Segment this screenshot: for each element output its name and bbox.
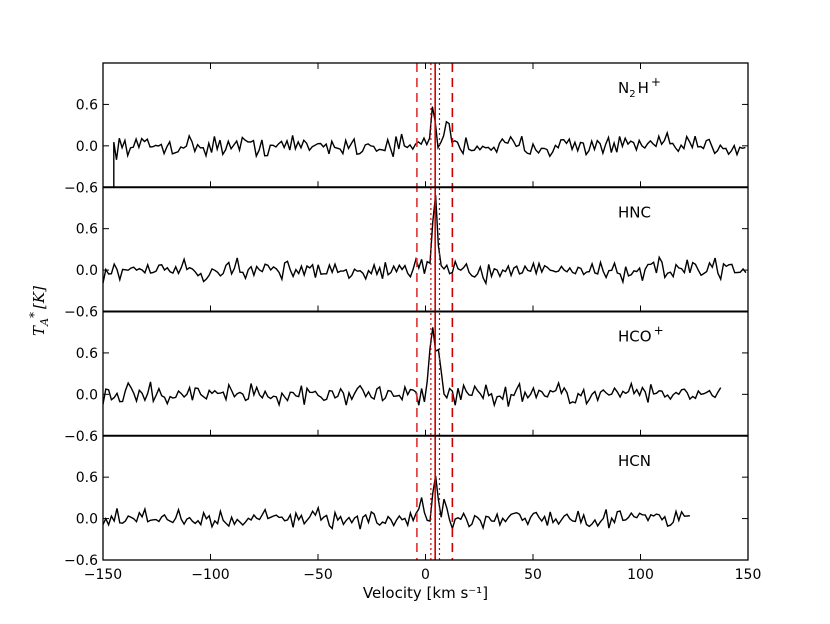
y-tick-label: 0.6 (76, 222, 98, 238)
spectrum-panels (102, 106, 747, 531)
x-tick-label: −50 (303, 567, 333, 583)
spectrum-line (102, 475, 690, 531)
spectrum-line (102, 195, 747, 286)
y-tick-label: −0.6 (64, 305, 98, 321)
x-tick-label: 100 (627, 567, 654, 583)
y-tick-label: −0.6 (64, 553, 98, 569)
y-axis-ticks: −0.6 0.0 0.6 −0.6 0.0 0.6 −0.6 0.0 0.6 −0.6 0.0 0.6 (64, 97, 748, 569)
y-tick-label: 0.6 (76, 97, 98, 113)
spectrum-line (113, 106, 746, 188)
y-tick-label: 0.6 (76, 346, 98, 362)
panel-label: N2 H + (618, 75, 661, 100)
x-tick-label: 0 (421, 567, 430, 583)
panel-label: HNC (618, 203, 651, 221)
y-tick-label: 0.0 (76, 387, 98, 403)
x-tick-label: 150 (735, 567, 762, 583)
y-tick-label: −0.6 (64, 429, 98, 445)
y-axis-title: TA*[K] (27, 286, 51, 336)
x-tick-label: −100 (191, 567, 229, 583)
panel-label: HCO + (618, 324, 664, 346)
y-tick-label: 0.6 (76, 470, 98, 486)
x-axis-ticks: −150 −100 −50 0 50 100 150 (84, 63, 762, 583)
y-tick-label: 0.0 (76, 512, 98, 528)
x-axis-title: Velocity [km s⁻¹] (363, 584, 488, 602)
y-tick-label: 0.0 (76, 139, 98, 155)
y-tick-label: −0.6 (64, 180, 98, 196)
spectrum-line (102, 327, 722, 408)
panel-labels: N2 H + HNC HCO + HCN (618, 75, 664, 470)
x-tick-label: 50 (524, 567, 542, 583)
x-tick-label: −150 (84, 567, 122, 583)
y-tick-label: 0.0 (76, 263, 98, 279)
panel-label: HCN (618, 452, 651, 470)
